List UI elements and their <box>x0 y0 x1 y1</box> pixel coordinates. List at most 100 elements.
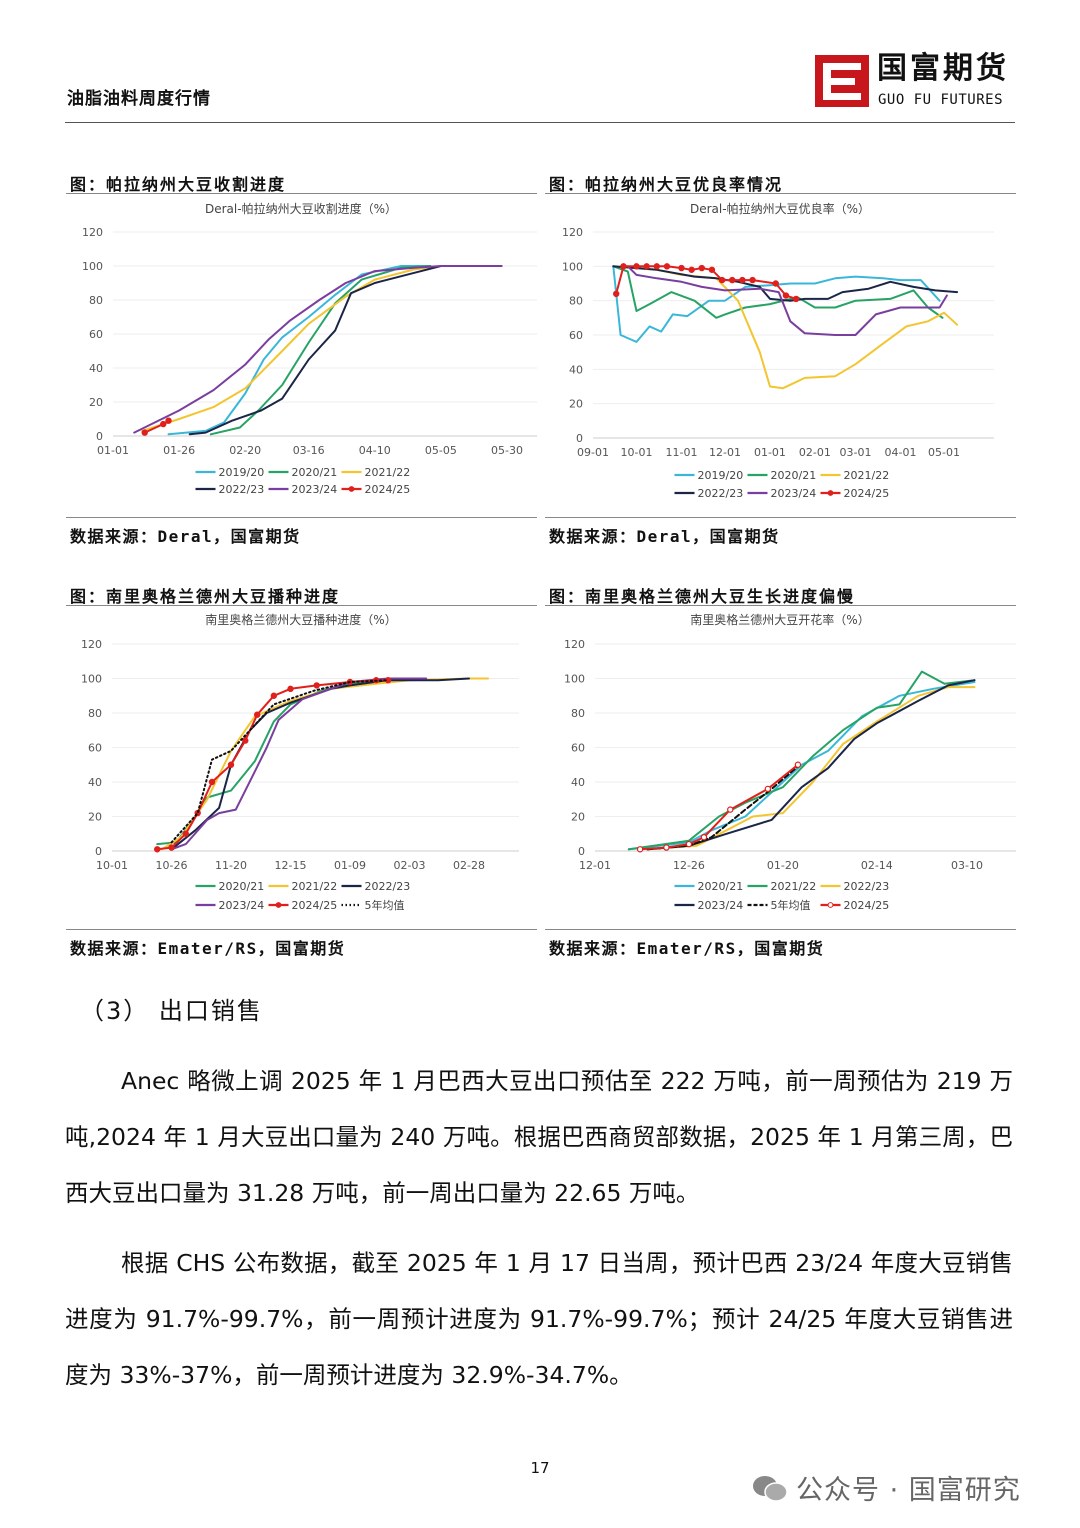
data-point <box>208 778 216 786</box>
series-line <box>133 265 503 434</box>
chart-flowering-rate: 南里奥格兰德州大豆开花率（%） 0 20 40 60 80 100 120 12-01 12-26… <box>564 612 1016 912</box>
y-tick-label: 100 <box>82 260 103 273</box>
caption-divider <box>66 193 537 194</box>
data-point <box>287 685 294 693</box>
data-point <box>688 266 695 273</box>
legend-label: 2022/23 <box>219 483 265 496</box>
legend-label: 2021/22 <box>771 880 817 893</box>
x-tick-label: 01-01 <box>754 446 786 459</box>
data-point <box>663 844 670 851</box>
y-tick-label: 0 <box>95 845 102 858</box>
figure-source: 数据来源：Deral，国富期货 <box>70 527 301 546</box>
x-tick-label: 12-26 <box>673 859 705 872</box>
legend-label: 2020/21 <box>219 880 265 893</box>
data-point <box>698 264 705 272</box>
y-tick-label: 120 <box>81 638 102 651</box>
data-point <box>663 263 671 270</box>
legend-label: 2023/24 <box>292 483 338 496</box>
data-point <box>636 846 644 853</box>
y-tick-label: 60 <box>569 329 583 342</box>
body-text: （3） 出口销售 Anec 略微上调 2025 年 1 月巴西大豆出口预估至 2… <box>65 994 1013 1417</box>
legend-label: 2023/24 <box>771 487 817 500</box>
x-tick-label: 02-14 <box>861 859 893 872</box>
y-tick-label: 20 <box>569 398 583 411</box>
x-tick-label: 05-01 <box>928 446 960 459</box>
x-tick-label: 01-01 <box>97 444 129 457</box>
chart-title: Deral-帕拉纳州大豆收割进度（%） <box>205 201 397 216</box>
x-tick-label: 02-20 <box>229 444 261 457</box>
data-point <box>685 840 693 848</box>
data-point <box>182 830 189 837</box>
data-point <box>727 806 734 813</box>
series-line <box>646 686 976 851</box>
figure-caption: 图：帕拉纳州大豆优良率情况 <box>549 175 784 194</box>
y-tick-label: 60 <box>88 742 102 755</box>
section-heading: （3） 出口销售 <box>80 997 263 1025</box>
data-point <box>749 276 756 284</box>
x-tick-label: 10-26 <box>156 859 188 872</box>
data-point <box>678 264 685 272</box>
y-tick-label: 40 <box>571 776 585 789</box>
data-point <box>270 692 278 699</box>
y-tick-label: 80 <box>569 295 583 308</box>
x-tick-label: 01-20 <box>767 859 799 872</box>
data-point <box>613 290 620 298</box>
source-divider <box>66 517 537 518</box>
data-point <box>764 785 772 793</box>
series-line <box>646 679 976 851</box>
data-point <box>739 276 746 284</box>
series-line <box>627 681 976 851</box>
y-tick-label: 80 <box>88 707 102 720</box>
y-tick-label: 120 <box>82 226 103 239</box>
wechat-icon <box>752 1475 788 1503</box>
legend-label: 2019/20 <box>698 469 744 482</box>
data-point <box>700 833 708 841</box>
data-point <box>792 295 800 303</box>
legend-marker <box>827 902 834 908</box>
chart-harvest-progress: Deral-帕拉纳州大豆收割进度（%） 0 20 40 60 80 100 120 01-01 0… <box>82 201 537 496</box>
legend-label: 2020/21 <box>292 466 338 479</box>
data-point <box>620 263 627 270</box>
x-tick-label: 01-26 <box>163 444 195 457</box>
data-point <box>168 844 175 851</box>
data-point <box>794 761 802 768</box>
series-line <box>170 679 390 844</box>
x-tick-label: 05-05 <box>425 444 457 457</box>
series-line <box>170 677 428 851</box>
y-tick-label: 0 <box>96 430 103 443</box>
figure-source: 数据来源：Deral，国富期货 <box>549 527 780 546</box>
data-point <box>165 417 172 424</box>
company-logo: 国富期货 GUO FU FUTURES <box>815 51 1020 110</box>
caption-divider <box>545 605 1016 606</box>
x-tick-label: 04-10 <box>359 444 391 457</box>
x-tick-label: 09-01 <box>577 446 609 459</box>
logo-text-en: GUO FU FUTURES <box>878 92 1004 108</box>
data-point <box>313 682 320 689</box>
figure-caption: 图：南里奥格兰德州大豆播种进度 <box>70 587 341 606</box>
series-line <box>612 265 941 343</box>
data-point <box>782 292 790 299</box>
data-point <box>708 266 716 273</box>
data-point <box>242 737 249 744</box>
legend-label: 2021/22 <box>844 469 890 482</box>
legend-label: 2022/23 <box>365 880 411 893</box>
source-divider <box>545 929 1016 930</box>
chart-title: Deral-帕拉纳州大豆优良率（%） <box>690 201 870 216</box>
data-point <box>160 420 167 428</box>
legend-label: 5年均值 <box>365 898 405 912</box>
y-tick-label: 20 <box>571 811 585 824</box>
series-line <box>188 265 442 436</box>
x-tick-label: 12-01 <box>579 859 611 872</box>
page-number: 17 <box>530 1459 550 1477</box>
source-divider <box>545 517 1016 518</box>
legend-label: 2024/25 <box>292 899 338 912</box>
caption-divider <box>66 605 537 606</box>
x-tick-label: 05-30 <box>491 444 523 457</box>
legend-label: 5年均值 <box>771 898 811 912</box>
series-line <box>209 265 432 436</box>
y-tick-label: 40 <box>88 776 102 789</box>
data-point <box>643 263 650 270</box>
legend-label: 2023/24 <box>219 899 265 912</box>
legend-label: 2024/25 <box>844 487 890 500</box>
y-tick-label: 60 <box>571 742 585 755</box>
